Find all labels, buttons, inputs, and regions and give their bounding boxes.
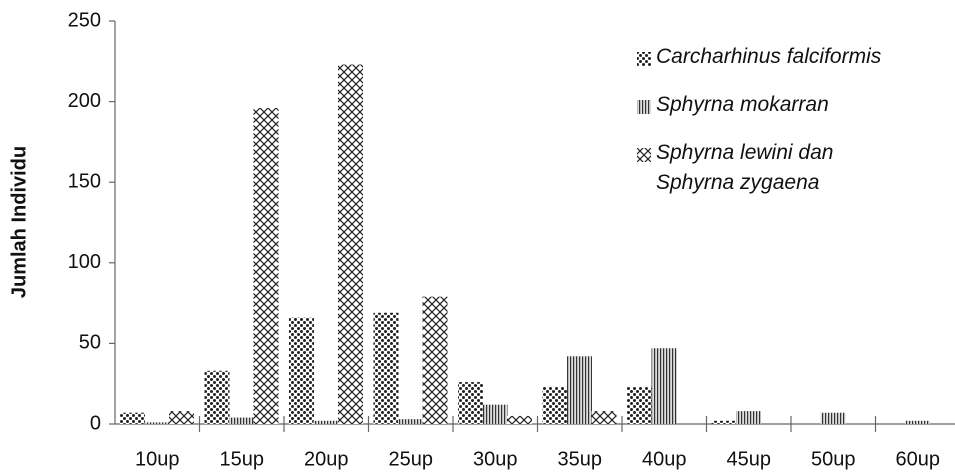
legend-swatch bbox=[637, 100, 651, 114]
legend-item: Sphyrna mokarran bbox=[636, 93, 936, 120]
y-tick-label: 250 bbox=[68, 9, 101, 31]
legend-label: Sphyrna lewini dan Sphyrna zygaena bbox=[656, 141, 834, 194]
x-tick-label: 30up bbox=[473, 448, 518, 470]
y-tick-label: 50 bbox=[79, 332, 101, 354]
legend-swatch-fill bbox=[637, 148, 651, 162]
bar bbox=[144, 422, 170, 424]
legend-swatch-fill bbox=[637, 100, 651, 114]
bar bbox=[507, 415, 532, 424]
x-tick-label: 45up bbox=[727, 448, 772, 470]
legend-item: Sphyrna lewini dan Sphyrna zygaena bbox=[636, 141, 936, 198]
legend-swatch-fill bbox=[637, 52, 651, 66]
legend-label: Sphyrna mokarran bbox=[656, 93, 829, 116]
x-tick-label: 15up bbox=[220, 448, 265, 470]
bar bbox=[169, 411, 194, 424]
bar bbox=[820, 412, 846, 424]
legend: Carcharhinus falciformis Sphyrna mokarran… bbox=[636, 45, 936, 220]
y-tick-label: 200 bbox=[68, 90, 101, 112]
bar bbox=[542, 386, 568, 424]
x-tick-label: 50up bbox=[811, 448, 856, 470]
x-tick-label: 60up bbox=[896, 448, 941, 470]
y-axis-label: Jumlah Individu bbox=[8, 146, 30, 298]
y-tick-label: 100 bbox=[68, 251, 101, 273]
bar bbox=[398, 419, 423, 424]
bar bbox=[229, 417, 254, 424]
bar bbox=[458, 382, 483, 424]
bar bbox=[711, 420, 737, 424]
x-tick-label: 25up bbox=[389, 448, 434, 470]
legend-item: Carcharhinus falciformis bbox=[636, 45, 936, 72]
bar bbox=[627, 386, 652, 424]
legend-swatch bbox=[637, 52, 651, 66]
y-tick-label: 0 bbox=[90, 412, 101, 434]
bar bbox=[482, 404, 508, 424]
bar bbox=[289, 317, 314, 424]
x-tick-label: 40up bbox=[642, 448, 687, 470]
bar bbox=[204, 370, 230, 424]
bar bbox=[338, 64, 363, 425]
bar bbox=[567, 356, 592, 424]
bar bbox=[651, 348, 677, 424]
bar bbox=[905, 420, 930, 424]
bar bbox=[313, 420, 339, 424]
x-tick-label: 20up bbox=[304, 448, 349, 470]
bar bbox=[373, 312, 399, 424]
bar bbox=[736, 411, 761, 424]
legend-label: Carcharhinus falciformis bbox=[656, 45, 882, 68]
bar bbox=[422, 296, 448, 424]
x-tick-label: 10up bbox=[135, 448, 180, 470]
bar bbox=[253, 108, 279, 424]
bar bbox=[120, 412, 145, 424]
x-tick-label: 35up bbox=[558, 448, 603, 470]
legend-swatch bbox=[637, 148, 651, 162]
bar bbox=[591, 411, 617, 424]
y-tick-label: 150 bbox=[68, 170, 101, 192]
